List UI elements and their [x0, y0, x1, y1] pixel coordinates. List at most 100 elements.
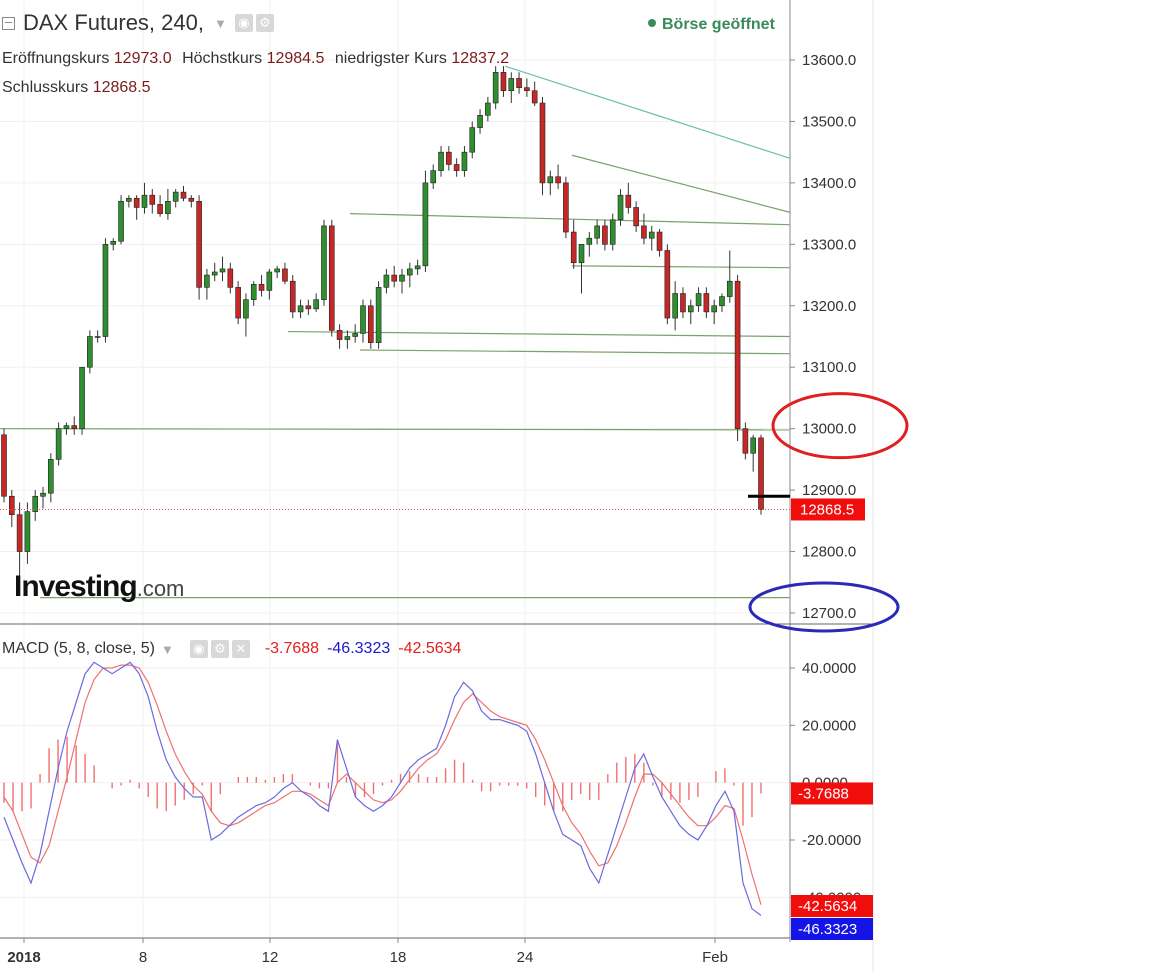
close-icon[interactable]: ✕	[231, 640, 250, 658]
candle-body	[243, 299, 249, 319]
macd-signal-value: -42.5634	[398, 640, 462, 657]
candle-body	[157, 204, 163, 214]
candle-body	[219, 268, 226, 273]
close-row: Schlusskurs 12868.5	[2, 79, 157, 97]
price-tick-label: 13300.0	[802, 236, 856, 253]
price-tick-label: 12900.0	[802, 482, 856, 499]
candle-body	[16, 514, 23, 552]
close-value: 12868.5	[92, 79, 151, 96]
price-tick-label: 12800.0	[802, 544, 856, 561]
candle-body	[297, 305, 304, 313]
candle-body	[328, 225, 335, 331]
candle-body	[602, 225, 608, 245]
time-tick-label: 18	[390, 949, 407, 966]
candle-body	[438, 151, 444, 171]
trendline	[504, 65, 791, 159]
time-tick-label: 8	[139, 949, 147, 966]
macd-histogram-value: -3.7688	[264, 640, 320, 657]
chevron-down-icon[interactable]: ▼	[213, 15, 227, 31]
candle-body	[32, 495, 39, 512]
candle-body	[110, 240, 117, 245]
gear-icon[interactable]: ⚙	[255, 14, 274, 32]
candle-body	[24, 511, 31, 552]
candle-body	[734, 280, 741, 429]
candle-body	[235, 287, 241, 319]
candle-body	[165, 201, 171, 214]
candle-body	[367, 305, 374, 343]
blue-circle-annotation	[748, 581, 900, 633]
low-label: niedrigster Kurs	[334, 50, 447, 67]
candle-body	[94, 336, 101, 338]
candle-body	[633, 207, 639, 227]
candle-body	[360, 305, 366, 334]
symbol-title: DAX Futures, 240,	[23, 10, 204, 35]
candle-body	[586, 237, 593, 245]
symbol-title-row: DAX Futures, 240, ▼ ◉ ⚙	[2, 10, 277, 36]
candle-body	[40, 492, 46, 497]
candle-body	[375, 287, 382, 343]
price-tick-label: 12700.0	[802, 605, 856, 622]
candle-body	[79, 366, 85, 429]
candle-body	[414, 265, 421, 270]
candle-body	[430, 170, 437, 184]
candle-body	[524, 87, 530, 92]
macd-tick-label: -20.0000	[802, 832, 861, 849]
candle-body	[742, 428, 749, 454]
candle-body	[687, 305, 694, 313]
candle-body	[149, 194, 156, 205]
candle-body	[133, 197, 140, 208]
candle-body	[711, 305, 717, 313]
candle-body	[617, 194, 624, 221]
time-tick-label: Feb	[702, 949, 728, 966]
candle-body	[399, 274, 405, 282]
time-tick-label: 24	[517, 949, 534, 966]
chevron-down-icon[interactable]: ▼	[160, 641, 174, 657]
candle-body	[274, 268, 280, 273]
candle-body	[758, 437, 764, 510]
trendline	[359, 349, 791, 355]
macd-value-badge	[791, 918, 873, 940]
candle-body	[547, 176, 554, 184]
candle-body	[703, 293, 710, 313]
candle-body	[266, 271, 273, 291]
candle-body	[227, 268, 234, 288]
collapse-square-icon[interactable]	[2, 16, 15, 30]
candle-body	[726, 280, 733, 297]
candle-body	[453, 164, 460, 171]
candle-body	[55, 428, 62, 460]
candle-body	[656, 231, 663, 251]
candle-body	[539, 102, 546, 184]
candle-body	[118, 201, 124, 242]
candle-body	[578, 244, 585, 264]
candle-body	[563, 182, 569, 233]
candle-body	[407, 268, 413, 276]
candle-body	[289, 280, 296, 313]
ohlc-row: Eröffnungskurs 12973.0 Höchstkurs 12984.…	[2, 50, 515, 68]
candle-body	[352, 333, 358, 337]
candle-body	[321, 225, 327, 300]
candle-body	[531, 90, 538, 104]
candle-body	[258, 283, 265, 291]
candle-body	[336, 330, 343, 340]
last-price-badge	[791, 498, 865, 521]
gear-icon[interactable]: ⚙	[210, 640, 229, 658]
candle-body	[305, 305, 312, 310]
macd-value-label: -42.5634	[798, 898, 857, 915]
market-status-label: Börse geöffnet	[662, 16, 775, 33]
macd-value-label: -3.7688	[798, 785, 849, 802]
investing-logo: Investing.com	[14, 570, 184, 604]
open-value: 12973.0	[113, 50, 172, 67]
macd-line	[3, 661, 762, 916]
candle-body	[188, 197, 195, 202]
price-tick-label: 13000.0	[802, 421, 856, 438]
macd-line-value: -46.3323	[327, 640, 391, 657]
trendline	[349, 213, 791, 226]
low-value: 12837.2	[451, 50, 510, 67]
candle-body	[196, 201, 202, 288]
candle-body	[648, 231, 655, 239]
eye-icon[interactable]: ◉	[234, 14, 253, 32]
candle-body	[625, 194, 632, 208]
eye-icon[interactable]: ◉	[189, 640, 208, 658]
macd-value-label: -46.3323	[798, 921, 857, 938]
